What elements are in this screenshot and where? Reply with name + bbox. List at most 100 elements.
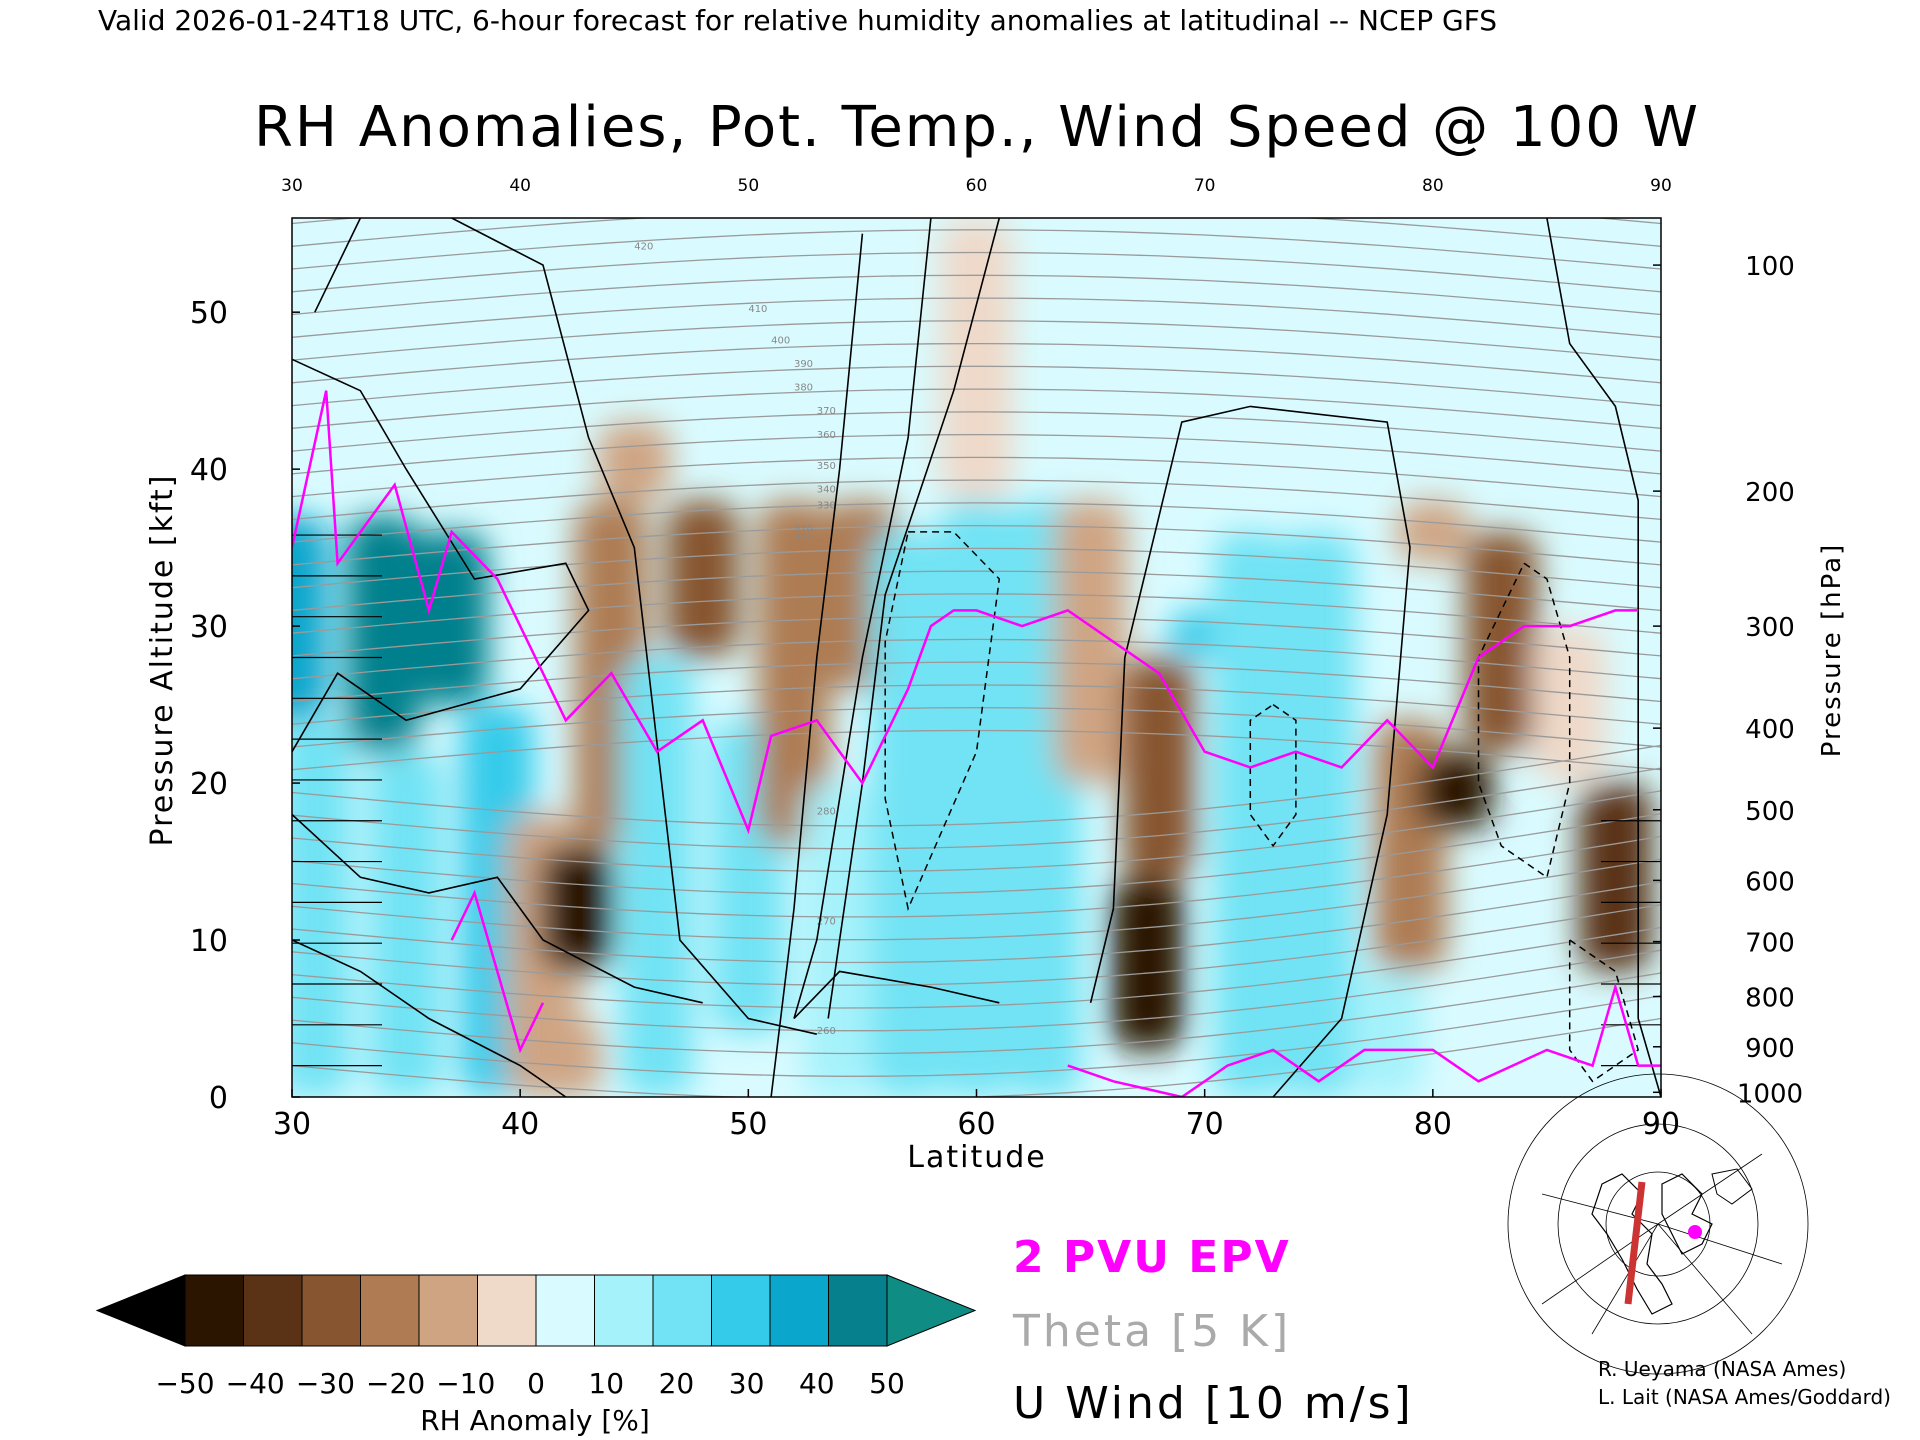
theta-contour	[292, 707, 1661, 748]
colorbar-tick-label: 40	[799, 1367, 835, 1400]
theta-contour	[292, 251, 1661, 293]
theta-level-label: 420	[634, 241, 653, 252]
x-tick-label: 70	[1186, 1107, 1224, 1142]
colorbar-over-arrow	[886, 1274, 977, 1347]
theta-contour	[292, 593, 1661, 634]
u-wind-contour	[1546, 218, 1661, 1097]
theta-contour	[292, 881, 1661, 964]
theta-contour	[292, 342, 1661, 384]
colorbar-swatch	[184, 1274, 244, 1347]
theta-contour	[292, 502, 1661, 543]
x-top-tick-label: 60	[966, 176, 988, 196]
pressure-tick-label: 700	[1745, 929, 1795, 959]
pressure-tick-label: 400	[1745, 715, 1795, 745]
theta-contour	[292, 858, 1661, 941]
colorbar-tick-label: −20	[366, 1367, 425, 1400]
rh-anomaly-cell	[757, 500, 831, 846]
theta-contour	[292, 661, 1661, 703]
cross-section-track	[1624, 1181, 1646, 1305]
rh-anomaly-cell	[1578, 783, 1652, 972]
colorbar-swatch	[477, 1274, 537, 1347]
u-wind-contour	[827, 218, 1001, 1019]
colorbar-tick-label: 50	[869, 1367, 905, 1400]
valid-time-line: Valid 2026-01-24T18 UTC, 6-hour forecast…	[98, 4, 1497, 37]
x-top-tick-label: 30	[281, 176, 303, 196]
theta-level-label: 410	[748, 304, 767, 315]
x-tick-label: 30	[273, 1107, 311, 1142]
x-top-tick-label: 70	[1194, 176, 1216, 196]
theta-level-label: 380	[794, 383, 813, 394]
theta-contour	[292, 1017, 1661, 1097]
chart-legend: 2 PVU EPV Theta [5 K] U Wind [10 m/s]	[1012, 1232, 1414, 1429]
colorbar-tick-label: −30	[296, 1367, 355, 1400]
theta-contour	[292, 274, 1661, 316]
x-top-tick-label: 40	[509, 176, 531, 196]
rh-anomaly-cell	[1213, 531, 1287, 1097]
x-tick-label: 50	[729, 1107, 767, 1142]
theta-level-label: 350	[817, 461, 836, 472]
colorbar-swatch	[594, 1274, 654, 1347]
u-wind-contour	[292, 358, 590, 753]
epv-marker-dot	[1688, 1225, 1702, 1239]
legend-uwind: U Wind [10 m/s]	[1013, 1378, 1414, 1429]
pressure-tick-label: 500	[1745, 797, 1795, 827]
epv-2pvu-line	[292, 390, 1639, 835]
colorbar-swatch	[769, 1274, 829, 1347]
pressure-tick-label: 200	[1745, 478, 1795, 508]
pressure-tick-label: 1000	[1737, 1079, 1803, 1109]
rh-colorbar: −50 −40 −30 −20 −10 0 10 20 30 40 50	[95, 1274, 977, 1400]
rh-anomaly-cell	[529, 1018, 603, 1097]
colorbar-swatch	[301, 1274, 361, 1347]
y-tick-label: 40	[190, 453, 228, 488]
u-wind-contour	[451, 218, 817, 1035]
u-wind-contour	[770, 233, 864, 1097]
rh-anomaly-cell	[597, 422, 671, 501]
colorbar-swatch	[535, 1274, 595, 1347]
pressure-tick-label: 800	[1745, 984, 1795, 1014]
theta-level-label: 390	[794, 359, 813, 370]
theta-contour	[292, 616, 1661, 657]
theta-contour	[292, 365, 1661, 407]
u-wind-contour	[292, 813, 703, 1004]
theta-contour	[292, 388, 1661, 429]
pressure-tick-label: 600	[1745, 867, 1795, 897]
theta-contour	[292, 433, 1661, 475]
rh-anomaly-cell	[939, 218, 1014, 501]
rh-anomaly-cell	[1282, 531, 1356, 1097]
y-tick-label: 0	[209, 1081, 228, 1116]
y-tick-label: 10	[190, 924, 228, 959]
theta-contour	[292, 835, 1661, 918]
pressure-tick-label: 300	[1745, 613, 1795, 643]
colorbar-label: RH Anomaly [%]	[420, 1404, 650, 1437]
colorbar-swatch	[828, 1274, 888, 1347]
colorbar-tick-label: −50	[155, 1367, 214, 1400]
theta-contour	[292, 904, 1661, 986]
y-axis-right-pressure: 100 200 300 400 500 600 700 800 900 1000	[1653, 252, 1803, 1109]
theta-level-label: 270	[817, 916, 836, 927]
u-wind-contour	[314, 218, 362, 313]
rh-anomaly-cell	[292, 516, 329, 721]
colorbar-under-arrow	[95, 1274, 186, 1347]
pressure-tick-label: 900	[1745, 1034, 1795, 1064]
u-wind-contours	[292, 218, 1661, 1097]
theta-contour	[292, 767, 1661, 850]
x-tick-label: 40	[501, 1107, 539, 1142]
y-tick-label: 30	[190, 610, 228, 645]
theta-contour	[292, 972, 1661, 1055]
theta-level-label: 370	[817, 406, 836, 417]
colorbar-swatch	[243, 1274, 303, 1347]
theta-contour	[292, 570, 1661, 612]
theta-contour	[292, 684, 1661, 725]
theta-contour	[292, 790, 1661, 873]
theta-contour	[292, 995, 1661, 1077]
theta-contour	[292, 729, 1661, 771]
credit-line-2: L. Lait (NASA Ames/Goddard)	[1598, 1385, 1891, 1409]
rh-anomaly-cell	[369, 751, 443, 1097]
u-wind-contour-negative	[1477, 562, 1571, 879]
x-axis-bottom: 30 40 50 60 70 80 90	[273, 1089, 1680, 1142]
rh-anomaly-cell	[620, 657, 694, 1097]
rh-anomaly-cell	[1111, 877, 1185, 1050]
theta-contour	[292, 524, 1661, 566]
theta-contour	[292, 479, 1661, 521]
